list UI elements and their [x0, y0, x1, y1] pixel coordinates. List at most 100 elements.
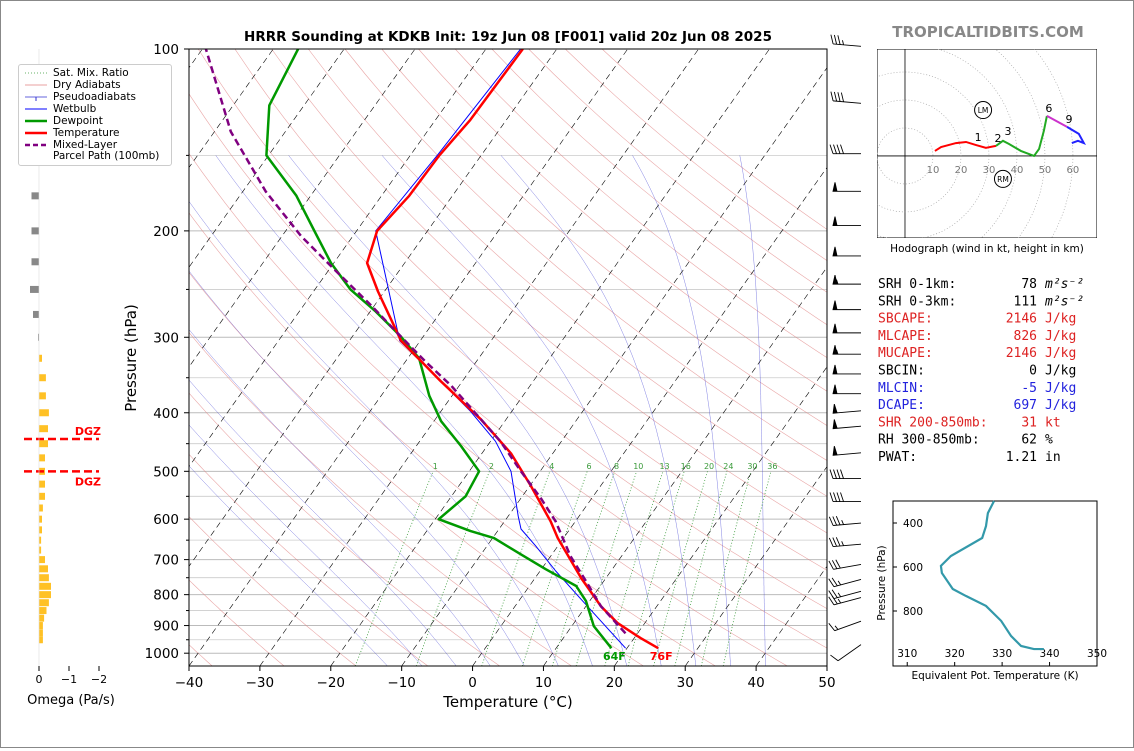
index-value: 697	[1014, 398, 1037, 413]
dry-adiabat	[189, 579, 285, 666]
wind-barb	[828, 516, 862, 526]
index-label: DCAPE:	[878, 398, 925, 413]
moist-adiabat	[189, 465, 388, 666]
dry-adiabat	[308, 49, 827, 497]
dry-adiabat	[454, 49, 827, 358]
index-label: SBCAPE:	[878, 312, 933, 327]
index-label: SRH 0-3km:	[878, 294, 956, 309]
wind-barb	[830, 34, 862, 47]
omega-bar	[39, 629, 43, 637]
index-label: PWAT:	[878, 450, 917, 465]
x-tick-label: 10	[535, 675, 552, 691]
legend-label: Dewpoint	[53, 115, 103, 127]
ring-label: 20	[955, 165, 968, 176]
hodograph-ring	[877, 99, 962, 213]
index-value: 111	[1014, 294, 1037, 309]
dry-adiabat	[344, 49, 827, 461]
mixing-ratio-line	[415, 471, 490, 666]
omega-bar	[39, 574, 49, 582]
isotherm	[189, 49, 628, 666]
wind-barb	[829, 492, 861, 502]
y-tick-label: 600	[903, 562, 923, 574]
dry-adiabat	[189, 453, 429, 666]
index-value: 826	[1014, 329, 1037, 344]
dry-adiabat	[189, 152, 788, 666]
index-unit: m²s⁻²	[1044, 294, 1084, 309]
isotherm	[330, 49, 770, 666]
omega-bar	[39, 556, 45, 564]
surface-label: 64F	[603, 650, 626, 663]
profile-line	[375, 49, 626, 649]
legend-item: Mixed-Layer Parcel Path (100mb)	[23, 140, 167, 162]
mixing-ratio-line	[575, 471, 637, 666]
hodograph-trace	[1066, 125, 1087, 145]
wind-barb	[828, 589, 862, 600]
wind-barb	[828, 595, 862, 606]
mixing-ratio-label: 8	[614, 462, 619, 471]
dry-adiabat	[271, 49, 827, 534]
index-label: MLCIN:	[878, 381, 925, 396]
ring-label: 10	[927, 165, 940, 176]
y-tick-label: 600	[153, 512, 179, 528]
thetae-line	[939, 500, 1044, 651]
hodograph-caption: Hodograph (wind in kt, height in km)	[890, 243, 1084, 255]
isotherm	[189, 49, 558, 567]
isotherm	[189, 49, 345, 268]
ring-label: 40	[1011, 165, 1024, 176]
y-tick-label: 700	[153, 553, 179, 569]
index-value: 0	[1029, 364, 1037, 379]
omega-bar	[39, 607, 47, 615]
index-unit: J/kg	[1045, 312, 1076, 327]
y-tick-label: 300	[153, 330, 179, 346]
isotherm	[189, 49, 416, 368]
wind-barb	[830, 91, 862, 104]
wind-barb	[832, 364, 861, 375]
wind-barb	[828, 559, 862, 570]
moist-adiabat	[189, 424, 423, 666]
omega-bar	[39, 582, 51, 590]
thetae-y-label: Pressure (hPa)	[876, 545, 888, 620]
x-tick-label: 50	[818, 675, 835, 691]
index-unit: J/kg	[1045, 381, 1076, 396]
ring-label: 60	[1067, 165, 1080, 176]
legend: Sat. Mix. Ratio Dry Adiabats Pseudoadiabat…	[18, 64, 172, 166]
legend-item: Temperature	[23, 128, 167, 139]
y-tick-label: 200	[153, 224, 179, 240]
wind-barb	[828, 577, 862, 588]
moist-adiabat	[500, 155, 697, 666]
mixing-ratio-label: 2	[489, 462, 494, 471]
legend-swatch	[25, 131, 47, 135]
omega-bar	[31, 192, 39, 200]
mixing-ratio-line	[674, 471, 728, 666]
mixing-ratio-label: 16	[681, 462, 691, 471]
layer	[189, 49, 827, 666]
omega-bar	[39, 622, 43, 630]
legend-swatch	[25, 108, 47, 110]
omega-bar	[31, 227, 39, 235]
index-label: SBCIN:	[878, 364, 925, 379]
hodograph-ring	[1034, 49, 1074, 238]
omega-bar	[39, 515, 42, 523]
y-tick-label: 900	[153, 619, 179, 635]
x-tick-label: 20	[606, 675, 623, 691]
index-unit: %	[1045, 433, 1053, 448]
omega-bar	[39, 480, 45, 488]
legend-item: Dewpoint	[23, 116, 167, 127]
hodograph-ring	[936, 49, 1018, 238]
x-tick-label: −40	[175, 675, 204, 691]
moist-adiabat	[189, 329, 491, 666]
moist-adiabat	[215, 155, 593, 666]
mixing-ratio-line	[627, 471, 685, 666]
dry-adiabat	[234, 49, 827, 571]
x-tick-label: −10	[387, 675, 416, 691]
hodograph-trace	[995, 115, 1048, 158]
legend-swatch	[25, 84, 47, 86]
index-unit: J/kg	[1045, 346, 1076, 361]
layer: 1 23 6 9 LM RM	[877, 49, 1097, 238]
omega-bar	[39, 546, 42, 554]
x-tick-label: 310	[897, 648, 917, 660]
mixing-ratio-line	[354, 471, 434, 666]
omega-bar	[39, 354, 42, 362]
y-tick-label: 400	[153, 406, 179, 422]
dgz-label: DGZ	[75, 425, 101, 438]
